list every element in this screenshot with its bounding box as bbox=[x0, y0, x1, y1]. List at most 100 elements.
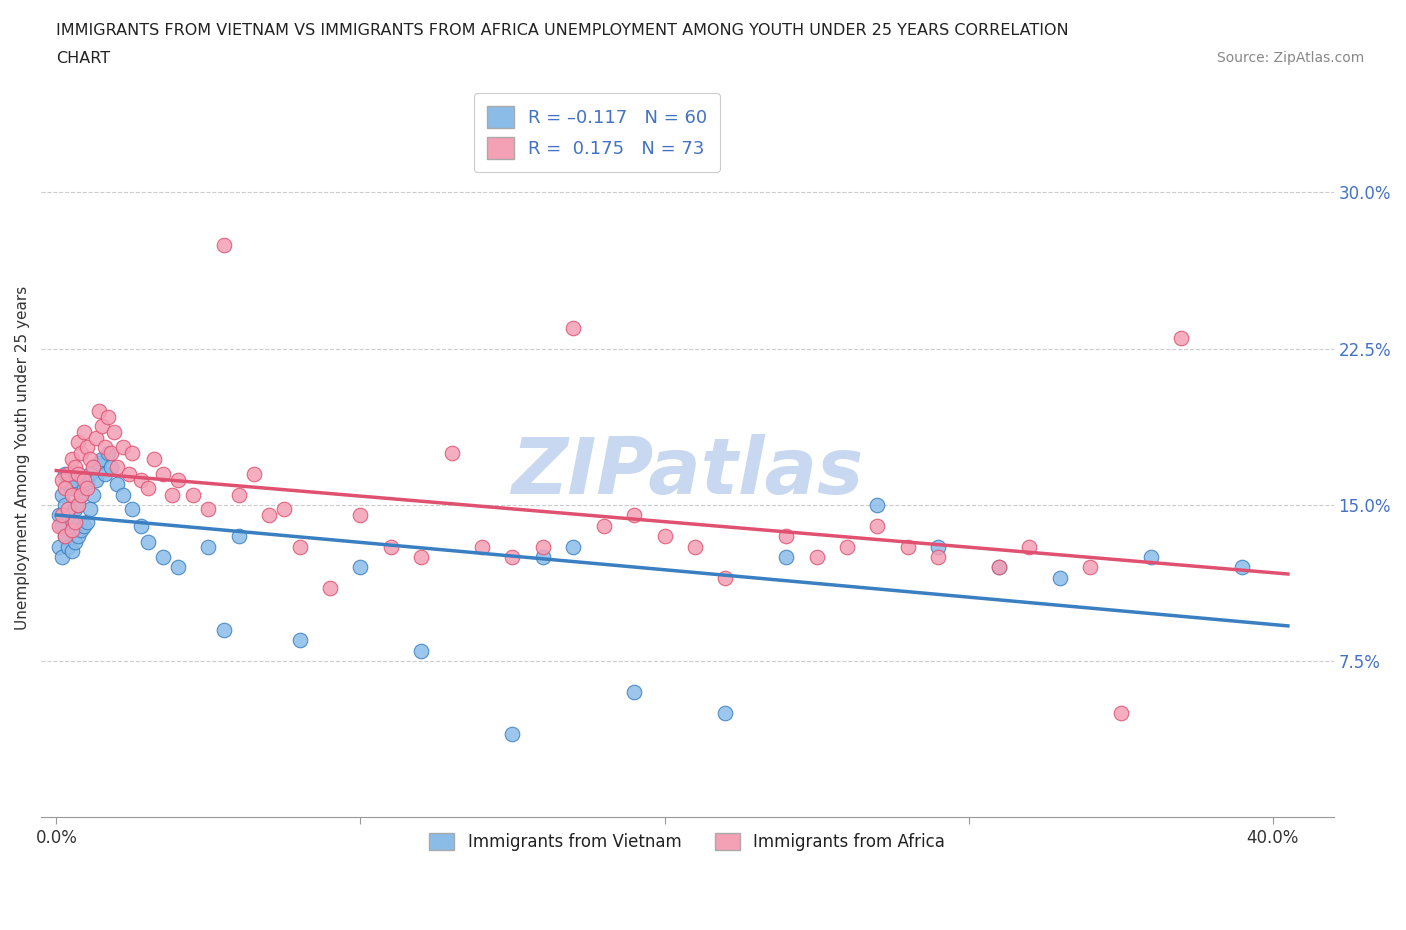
Point bbox=[131, 472, 153, 487]
Point bbox=[136, 481, 159, 496]
Point bbox=[66, 529, 89, 544]
Point bbox=[181, 487, 204, 502]
Point bbox=[66, 498, 89, 512]
Point bbox=[411, 550, 433, 565]
Point bbox=[623, 685, 645, 700]
Point bbox=[501, 550, 523, 565]
Point bbox=[51, 550, 73, 565]
Point bbox=[63, 514, 86, 529]
Point bbox=[87, 456, 110, 471]
Point bbox=[84, 472, 107, 487]
Point bbox=[136, 535, 159, 550]
Point bbox=[105, 460, 128, 475]
Point bbox=[288, 539, 311, 554]
Point bbox=[100, 445, 122, 460]
Point bbox=[48, 508, 70, 523]
Point bbox=[51, 508, 73, 523]
Point bbox=[55, 466, 77, 481]
Point bbox=[69, 445, 91, 460]
Point bbox=[380, 539, 402, 554]
Point bbox=[142, 452, 165, 467]
Point bbox=[55, 498, 77, 512]
Point bbox=[1109, 706, 1132, 721]
Point bbox=[440, 445, 463, 460]
Point bbox=[683, 539, 706, 554]
Point bbox=[97, 410, 120, 425]
Point bbox=[1018, 539, 1040, 554]
Point bbox=[58, 501, 80, 516]
Point bbox=[76, 439, 98, 454]
Point bbox=[118, 466, 141, 481]
Point bbox=[63, 501, 86, 516]
Legend: Immigrants from Vietnam, Immigrants from Africa: Immigrants from Vietnam, Immigrants from… bbox=[422, 825, 953, 859]
Point bbox=[257, 508, 280, 523]
Point bbox=[775, 550, 797, 565]
Point bbox=[212, 622, 235, 637]
Point bbox=[531, 550, 554, 565]
Point bbox=[58, 477, 80, 492]
Point bbox=[349, 508, 371, 523]
Point bbox=[562, 321, 585, 336]
Point bbox=[273, 501, 295, 516]
Point bbox=[775, 529, 797, 544]
Point bbox=[1049, 570, 1071, 585]
Point bbox=[94, 439, 117, 454]
Point bbox=[167, 560, 190, 575]
Point bbox=[60, 514, 83, 529]
Point bbox=[471, 539, 494, 554]
Point bbox=[63, 472, 86, 487]
Point bbox=[48, 539, 70, 554]
Point bbox=[60, 487, 83, 502]
Point bbox=[60, 523, 83, 538]
Point bbox=[411, 644, 433, 658]
Text: ZIPatlas: ZIPatlas bbox=[512, 434, 863, 511]
Point bbox=[69, 487, 91, 502]
Point bbox=[48, 518, 70, 533]
Point bbox=[319, 581, 342, 596]
Text: Source: ZipAtlas.com: Source: ZipAtlas.com bbox=[1216, 51, 1364, 65]
Point bbox=[90, 452, 112, 467]
Point bbox=[94, 466, 117, 481]
Point bbox=[55, 529, 77, 544]
Point bbox=[197, 501, 219, 516]
Point bbox=[714, 706, 737, 721]
Point bbox=[288, 633, 311, 648]
Point bbox=[212, 237, 235, 252]
Point bbox=[1140, 550, 1163, 565]
Point bbox=[79, 501, 101, 516]
Point bbox=[58, 539, 80, 554]
Point bbox=[60, 543, 83, 558]
Point bbox=[897, 539, 920, 554]
Point bbox=[112, 487, 135, 502]
Point bbox=[58, 508, 80, 523]
Point bbox=[866, 518, 889, 533]
Point bbox=[152, 550, 174, 565]
Point bbox=[60, 481, 83, 496]
Point bbox=[835, 539, 858, 554]
Point bbox=[51, 518, 73, 533]
Point bbox=[79, 466, 101, 481]
Point bbox=[988, 560, 1011, 575]
Point bbox=[592, 518, 614, 533]
Point bbox=[197, 539, 219, 554]
Point bbox=[927, 550, 949, 565]
Point bbox=[97, 445, 120, 460]
Point bbox=[562, 539, 585, 554]
Point bbox=[167, 472, 190, 487]
Point bbox=[927, 539, 949, 554]
Point bbox=[55, 481, 77, 496]
Point bbox=[73, 481, 96, 496]
Point bbox=[866, 498, 889, 512]
Point bbox=[105, 477, 128, 492]
Text: CHART: CHART bbox=[56, 51, 110, 66]
Point bbox=[112, 439, 135, 454]
Point bbox=[160, 487, 183, 502]
Point bbox=[228, 487, 250, 502]
Point bbox=[100, 460, 122, 475]
Point bbox=[654, 529, 676, 544]
Point bbox=[66, 466, 89, 481]
Point bbox=[121, 445, 143, 460]
Point bbox=[623, 508, 645, 523]
Point bbox=[58, 466, 80, 481]
Point bbox=[806, 550, 828, 565]
